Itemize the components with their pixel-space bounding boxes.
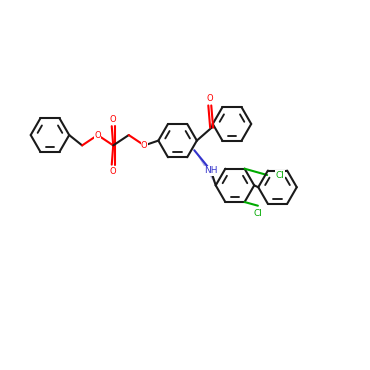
Text: NH: NH (204, 166, 218, 175)
Polygon shape (194, 150, 216, 185)
Text: O: O (94, 131, 101, 139)
Text: O: O (110, 167, 117, 176)
Text: O: O (141, 141, 148, 150)
Text: Cl: Cl (253, 209, 262, 218)
Text: Cl: Cl (275, 171, 284, 179)
Text: O: O (110, 115, 117, 124)
Text: NH: NH (204, 166, 218, 175)
Text: O: O (206, 94, 213, 103)
